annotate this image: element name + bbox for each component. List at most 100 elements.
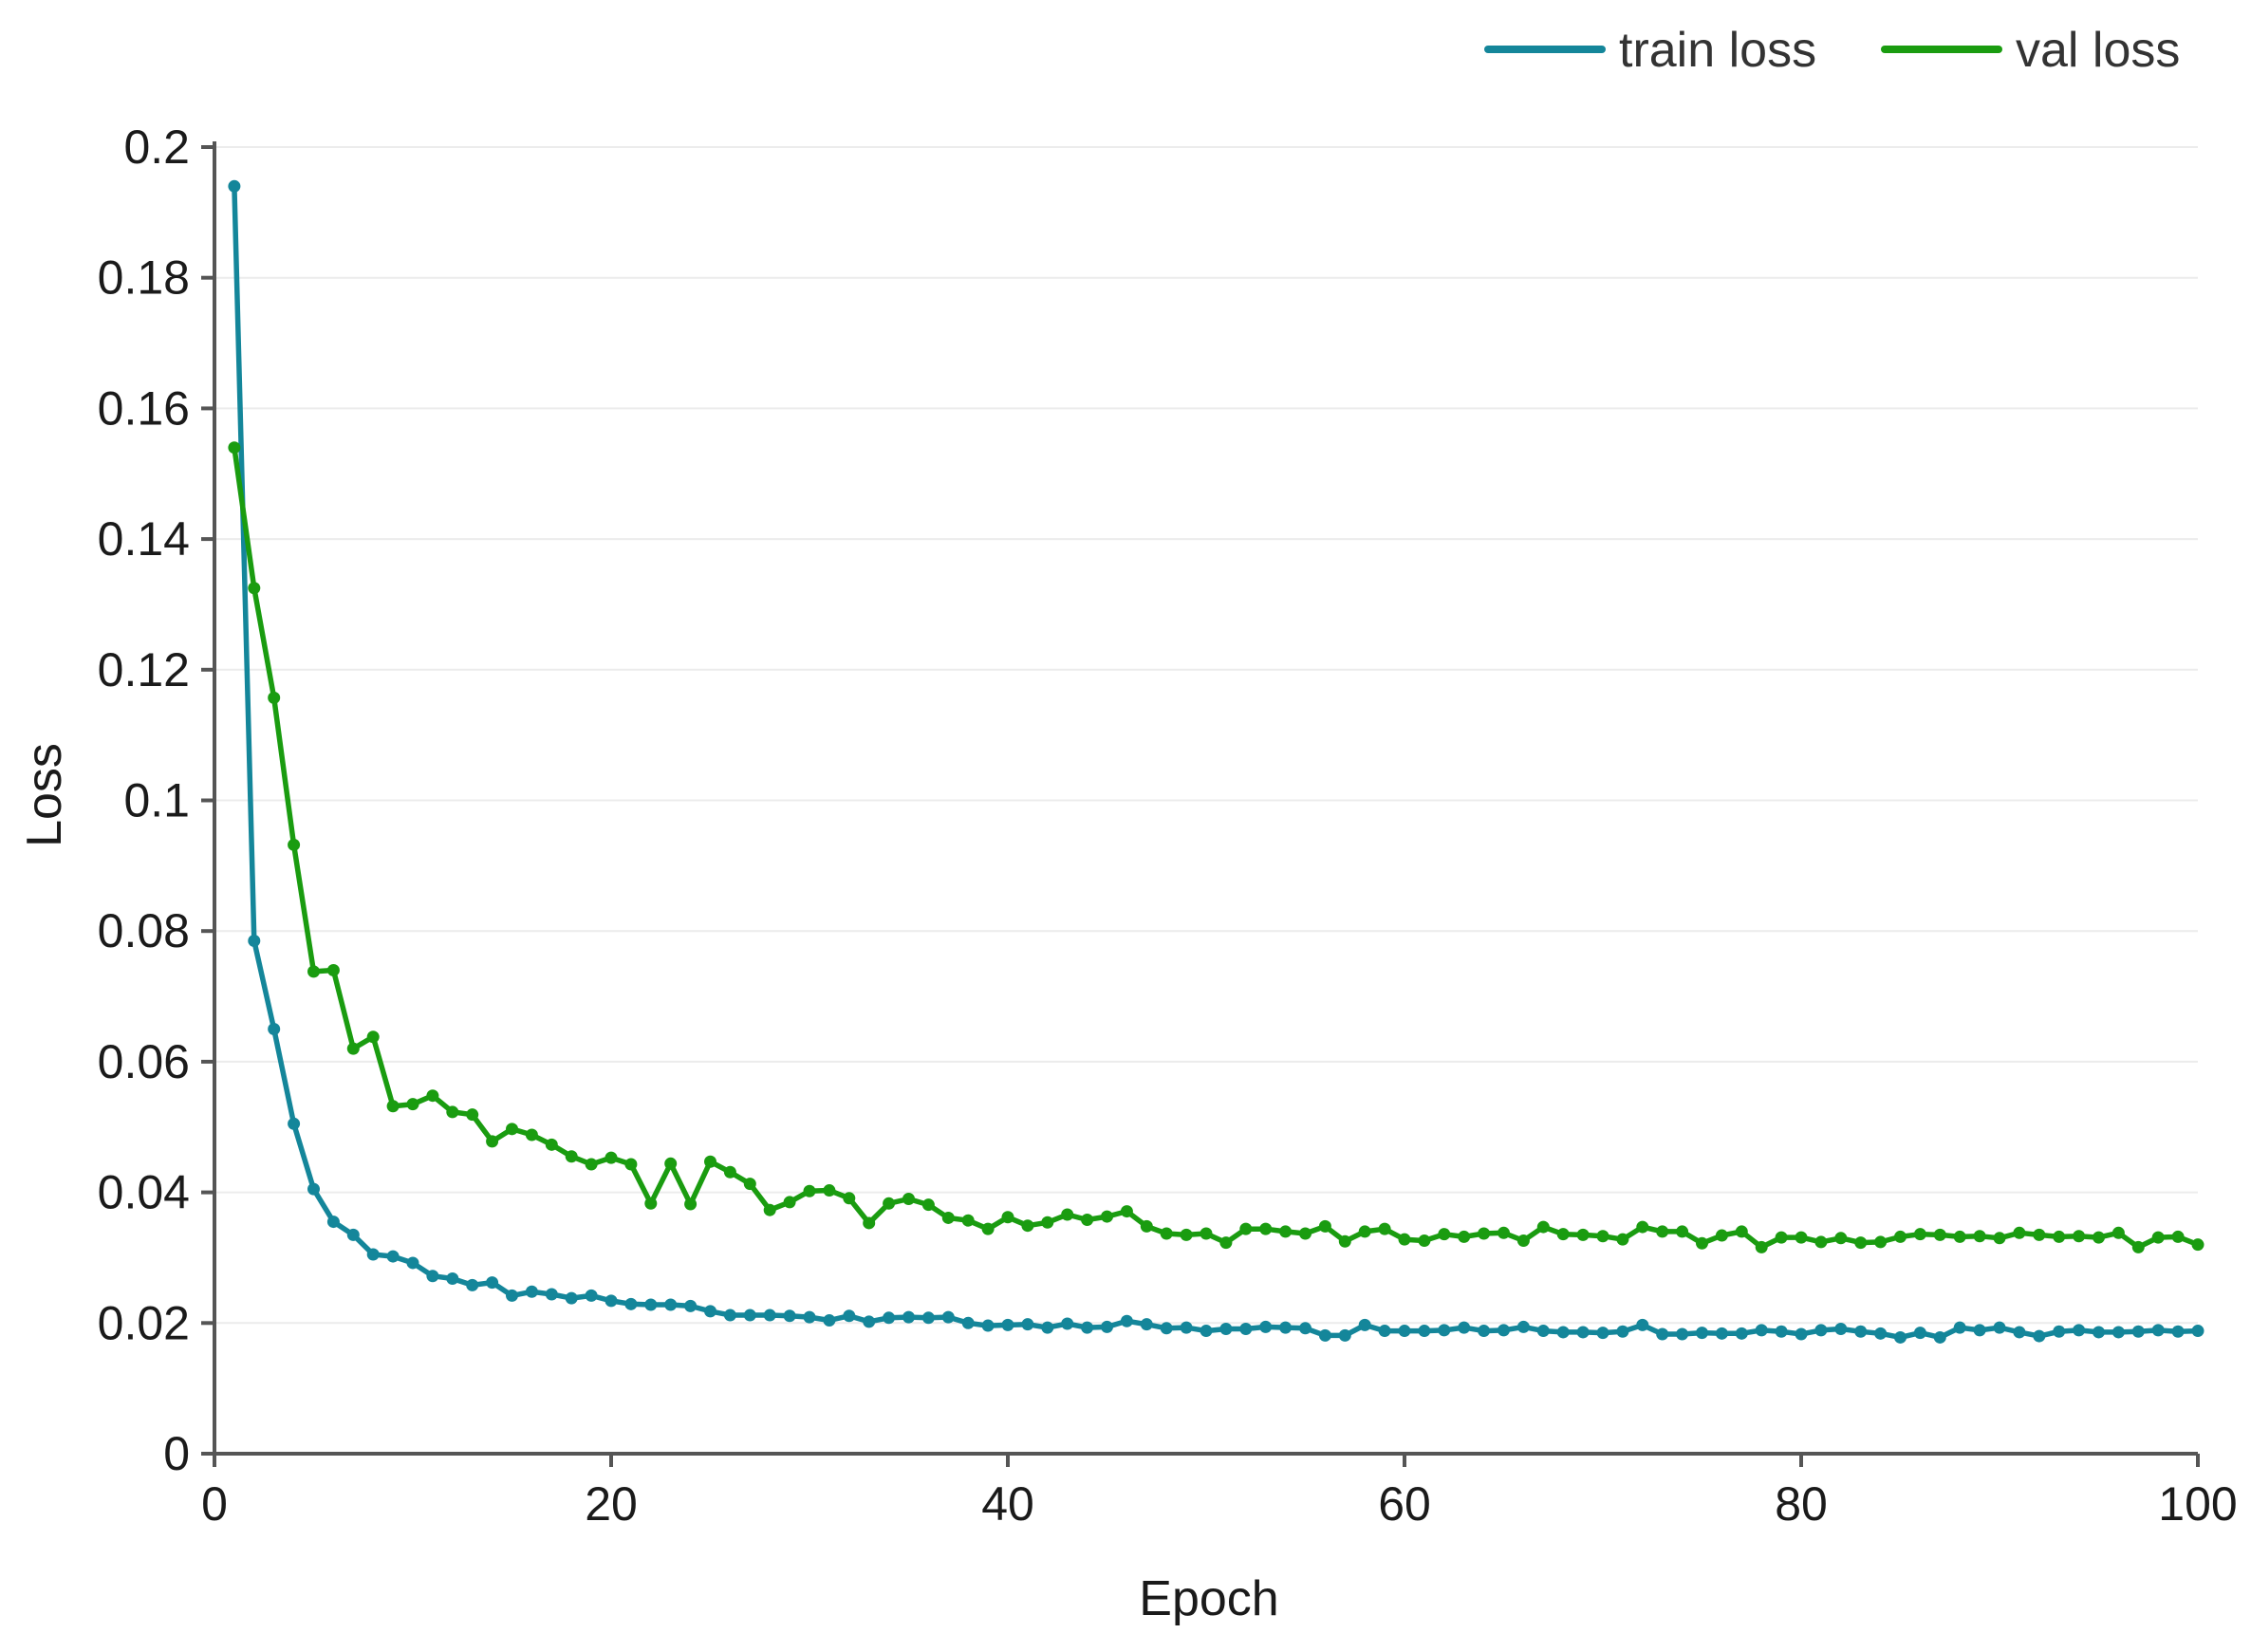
data-point-train-loss <box>1101 1320 1113 1333</box>
data-point-val-loss <box>1933 1228 1946 1241</box>
data-point-val-loss <box>346 1042 360 1055</box>
data-point-val-loss <box>1616 1233 1629 1246</box>
data-point-val-loss <box>2151 1231 2165 1244</box>
data-point-train-loss <box>1338 1328 1351 1342</box>
data-point-val-loss <box>2171 1230 2185 1243</box>
data-point-val-loss <box>1478 1227 1491 1240</box>
data-point-train-loss <box>2053 1325 2066 1338</box>
x-tick-label-4: 80 <box>1775 1477 1828 1531</box>
y-tick-label-2: 0.04 <box>98 1166 190 1219</box>
series-line-val-loss <box>232 444 2201 1251</box>
data-point-val-loss <box>1596 1230 1609 1243</box>
data-point-train-loss <box>1358 1318 1371 1331</box>
data-point-val-loss <box>1874 1235 1888 1249</box>
data-point-train-loss <box>1953 1321 1966 1334</box>
data-point-val-loss <box>1993 1232 2006 1245</box>
axes-layer: 0 0.02 0.04 0.06 0.08 0.1 0.12 0.14 0.16 0.18 0.2 0… <box>98 121 2238 1531</box>
data-point-train-loss <box>2033 1329 2046 1343</box>
data-point-val-loss <box>466 1108 479 1122</box>
data-point-train-loss <box>288 1117 301 1130</box>
data-point-train-loss <box>1081 1321 1094 1334</box>
data-point-val-loss <box>1696 1236 1708 1250</box>
data-point-val-loss <box>1458 1230 1471 1243</box>
legend-label-val-loss: val loss <box>2016 23 2180 78</box>
data-point-val-loss <box>1795 1231 1808 1244</box>
data-point-val-loss <box>2053 1230 2066 1243</box>
data-point-train-loss <box>565 1291 578 1305</box>
data-point-val-loss <box>406 1098 419 1111</box>
data-point-val-loss <box>1001 1211 1014 1224</box>
data-point-val-loss <box>1378 1222 1391 1235</box>
data-point-train-loss <box>1021 1318 1034 1331</box>
data-point-train-loss <box>1576 1326 1590 1339</box>
x-tick-label-5: 100 <box>2158 1477 2237 1531</box>
data-point-train-loss <box>644 1298 658 1311</box>
data-point-train-loss <box>1795 1327 1808 1341</box>
data-point-train-loss <box>664 1298 678 1311</box>
data-point-val-loss <box>2033 1228 2046 1241</box>
data-point-val-loss <box>1061 1208 1074 1221</box>
data-point-train-loss <box>1696 1327 1708 1340</box>
y-tick-label-3: 0.06 <box>98 1035 190 1088</box>
legend-label-train-loss: train loss <box>1619 23 1816 78</box>
data-point-train-loss <box>386 1250 400 1263</box>
y-tick-label-0: 0 <box>163 1427 190 1480</box>
grid-layer <box>214 146 2198 1325</box>
data-point-val-loss <box>902 1192 915 1205</box>
data-point-val-loss <box>644 1197 658 1210</box>
data-point-train-loss <box>1041 1321 1054 1334</box>
y-tick-label-8: 0.16 <box>98 381 190 435</box>
data-point-train-loss <box>1120 1314 1133 1327</box>
data-point-val-loss <box>1715 1229 1728 1242</box>
data-point-val-loss <box>545 1138 558 1151</box>
data-point-train-loss <box>704 1305 716 1318</box>
data-point-train-loss <box>624 1297 638 1310</box>
y-tick-label-1: 0.02 <box>98 1296 190 1349</box>
y-tick-label-5: 0.1 <box>123 774 190 827</box>
data-point-val-loss <box>941 1211 955 1224</box>
data-point-train-loss <box>2131 1325 2145 1338</box>
data-point-val-loss <box>981 1222 995 1235</box>
data-point-train-loss <box>1993 1321 2006 1334</box>
data-point-train-loss <box>1973 1324 1986 1337</box>
data-point-train-loss <box>346 1228 360 1241</box>
data-point-train-loss <box>1755 1324 1768 1337</box>
data-point-train-loss <box>921 1311 935 1325</box>
data-point-val-loss <box>486 1135 499 1148</box>
data-point-train-loss <box>605 1294 618 1308</box>
data-point-train-loss <box>1834 1322 1848 1335</box>
data-point-train-loss <box>1458 1321 1471 1334</box>
data-point-train-loss <box>2013 1326 2026 1339</box>
data-point-train-loss <box>248 935 261 948</box>
x-axis-title: Epoch <box>1139 1571 1278 1626</box>
data-point-val-loss <box>268 691 281 704</box>
data-point-val-loss <box>1279 1225 1293 1238</box>
data-point-val-loss <box>843 1192 856 1205</box>
data-point-train-loss <box>1378 1325 1391 1338</box>
data-point-train-loss <box>1516 1320 1530 1333</box>
data-point-val-loss <box>1556 1228 1570 1241</box>
data-point-val-loss <box>1735 1225 1748 1238</box>
data-point-train-loss <box>1398 1325 1411 1338</box>
data-point-val-loss <box>961 1214 975 1227</box>
data-point-val-loss <box>1854 1236 1868 1250</box>
data-point-train-loss <box>1874 1327 1888 1340</box>
data-point-train-loss <box>1318 1328 1331 1342</box>
data-point-val-loss <box>1814 1235 1828 1249</box>
data-point-val-loss <box>565 1150 578 1163</box>
data-point-val-loss <box>248 582 261 595</box>
data-point-train-loss <box>1200 1325 1213 1338</box>
data-point-val-loss <box>366 1030 380 1044</box>
data-point-val-loss <box>684 1197 698 1211</box>
data-point-train-loss <box>1140 1318 1153 1331</box>
data-point-val-loss <box>1755 1240 1768 1253</box>
data-point-val-loss <box>1120 1205 1133 1218</box>
data-point-train-loss <box>366 1248 380 1261</box>
data-point-val-loss <box>1021 1219 1034 1233</box>
data-point-val-loss <box>2013 1226 2026 1239</box>
data-point-train-loss <box>506 1289 518 1302</box>
data-point-train-loss <box>1556 1326 1570 1339</box>
data-point-train-loss <box>684 1299 698 1312</box>
data-point-train-loss <box>1656 1327 1669 1341</box>
